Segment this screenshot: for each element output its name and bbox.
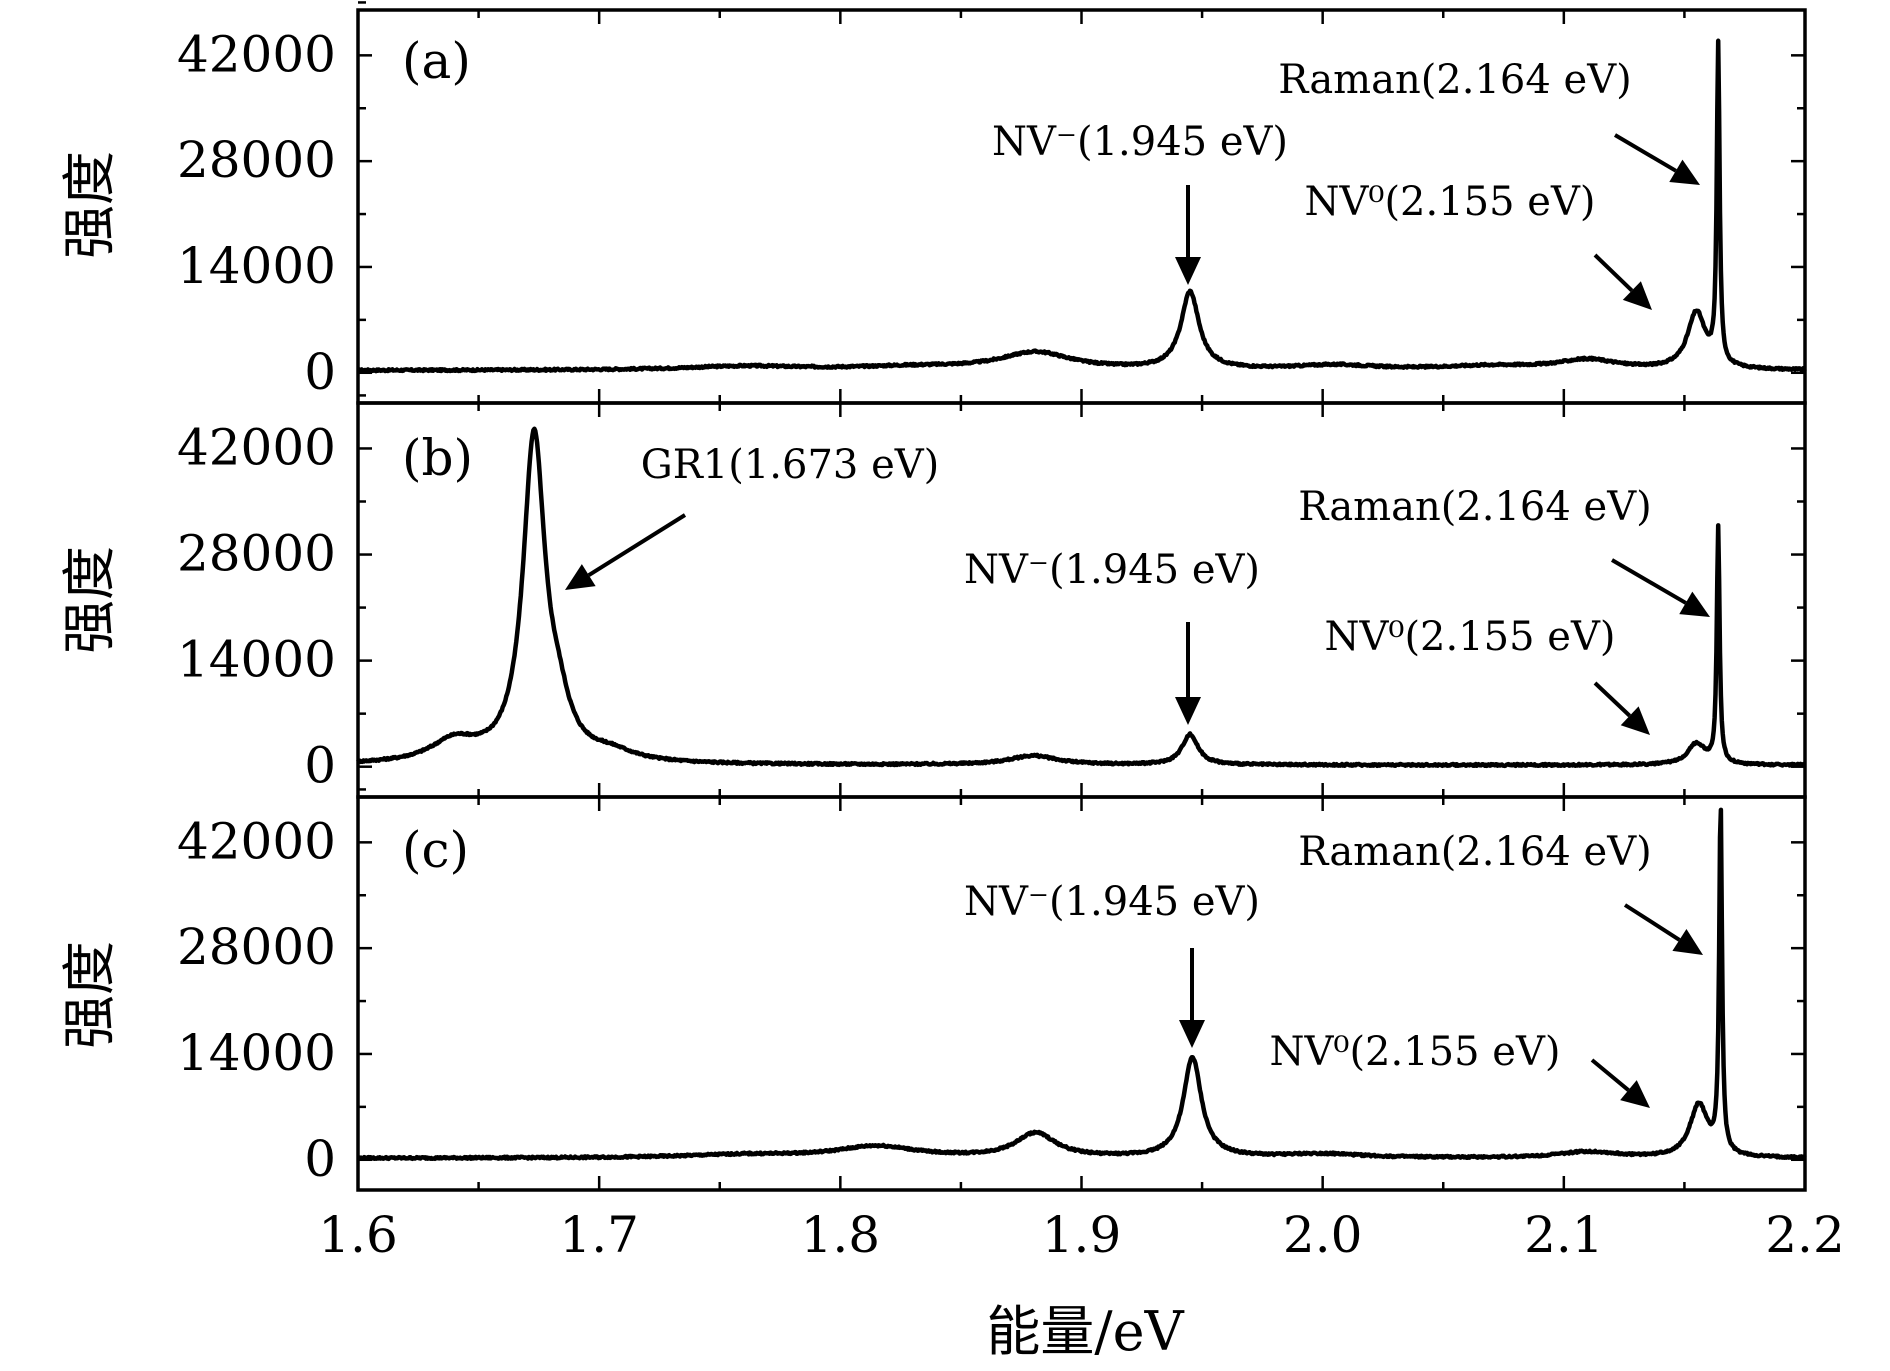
plot-frame (356, 401, 1807, 799)
x-tick-label: 2.0 (1283, 1206, 1363, 1264)
peak-annotation: Raman(2.164 eV) (1298, 829, 1651, 875)
peak-annotation: NV⁻(1.945 eV) (964, 879, 1260, 925)
arrow-head (1622, 281, 1652, 310)
y-tick-label: 14000 (177, 1024, 336, 1082)
spectrum-line (356, 807, 1807, 1162)
annotation-arrow (1590, 1058, 1630, 1092)
peak-annotation: Raman(2.164 eV) (1278, 57, 1631, 103)
annotation-arrow (1610, 558, 1687, 605)
spectrum-line (356, 38, 1807, 374)
panels: 0 14000 28000 42000 (a) 强度 Raman(2.164 eV) NV⁻(… (58, 1, 1845, 1264)
peak-annotation: NV⁻(1.945 eV) (964, 547, 1260, 593)
spectrum-line (356, 426, 1807, 769)
y-tick-label: 14000 (177, 237, 336, 295)
y-axis-title: 强度 (58, 546, 121, 654)
peak-annotation: NV⁰(2.155 eV) (1305, 179, 1596, 225)
arrow-head (1669, 159, 1700, 185)
peak-annotation: Raman(2.164 eV) (1298, 484, 1651, 530)
peak-annotation: NV⁰(2.155 eV) (1270, 1029, 1561, 1075)
y-axis-title: 强度 (58, 941, 121, 1049)
y-tick-label: 28000 (177, 131, 336, 189)
x-tick-label: 2.1 (1524, 1206, 1604, 1264)
annotation-arrow (1593, 681, 1632, 718)
arrow-head (1620, 706, 1650, 735)
panel-a: 0 14000 28000 42000 (a) 强度 Raman(2.164 eV) NV⁻(… (58, 1, 1807, 405)
arrow-head (1175, 697, 1201, 725)
arrow-head (1672, 928, 1703, 955)
panel-c: 0 14000 28000 42000 (c) 强度 Raman(2.164 eV) NV⁻(… (58, 788, 1845, 1264)
y-tick-label: 28000 (177, 918, 336, 976)
y-tick-label: 42000 (177, 418, 336, 476)
y-axis-title: 强度 (58, 151, 121, 259)
y-tick-label: 0 (304, 343, 336, 401)
peak-annotation: GR1(1.673 eV) (641, 442, 940, 488)
y-tick-label: 42000 (177, 812, 336, 870)
panel-label: (a) (402, 32, 471, 90)
panel-label: (b) (402, 429, 473, 487)
annotation-arrow (1613, 133, 1677, 173)
y-tick-label: 0 (304, 1130, 336, 1188)
x-tick-label: 1.6 (318, 1206, 398, 1264)
panel-b: 0 14000 28000 42000 (b) 强度 GR1(1.673 eV) Raman(… (58, 394, 1807, 799)
x-tick-label: 1.8 (801, 1206, 881, 1264)
arrow-head (1175, 257, 1201, 285)
annotation-arrow (587, 513, 687, 577)
y-tick-label: 0 (304, 737, 336, 795)
annotation-arrow (1623, 903, 1681, 942)
peak-annotation: NV⁰(2.155 eV) (1325, 614, 1616, 660)
arrow-head (565, 564, 596, 590)
peak-annotation: NV⁻(1.945 eV) (992, 119, 1288, 165)
arrow-head (1620, 1080, 1650, 1108)
x-axis-title: 能量/eV (986, 1300, 1184, 1363)
y-tick-label: 28000 (177, 525, 336, 583)
x-tick-label: 1.9 (1042, 1206, 1122, 1264)
y-tick-label: 14000 (177, 631, 336, 689)
x-tick-label: 2.2 (1765, 1206, 1845, 1264)
y-tick-label: 42000 (177, 25, 336, 83)
arrow-head (1679, 591, 1710, 617)
panel-label: (c) (402, 821, 469, 879)
annotation-arrow (1593, 253, 1634, 292)
x-tick-label: 1.7 (559, 1206, 639, 1264)
arrow-head (1179, 1020, 1205, 1048)
